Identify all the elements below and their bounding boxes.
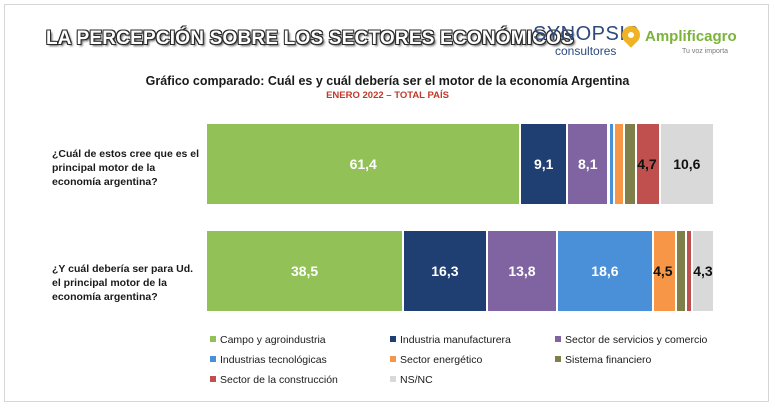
synopsis-logo-sub: consultores xyxy=(555,44,617,58)
legend-item: Industrias tecnológicas xyxy=(210,354,327,366)
legend-label: Sistema financiero xyxy=(565,354,652,366)
question-label-desired: ¿Y cuál debería ser para Ud. el principa… xyxy=(52,263,194,303)
bar-segment xyxy=(624,124,635,204)
synopsis-logo: SYNOPSIS consultores xyxy=(533,24,639,58)
legend-label: Industria manufacturera xyxy=(400,334,511,346)
bar-segment: 16,3 xyxy=(404,231,486,311)
legend-label: Sector de servicios y comercio xyxy=(565,334,708,346)
synopsis-logo-name: SYNOPSIS xyxy=(533,23,640,45)
legend-swatch xyxy=(210,376,216,383)
data-label: 9,1 xyxy=(533,156,554,172)
bar-segment: 13,8 xyxy=(487,231,557,311)
stacked-bar-desired: 38,5 16,3 13,8 18,6 4,5 4,3 xyxy=(207,231,715,311)
legend-swatch xyxy=(390,356,396,363)
legend-item: NS/NC xyxy=(390,374,433,386)
page-banner: LA PERCEPCIÓN SOBRE LOS SECTORES ECONÓMI… xyxy=(46,28,575,49)
question-label-current: ¿Cuál de estos cree que es el principal … xyxy=(52,148,200,188)
data-label: 4,5 xyxy=(653,263,673,279)
legend-item: Sistema financiero xyxy=(555,354,651,366)
chart-title: Gráfico comparado: Cuál es y cuál deberí… xyxy=(145,74,630,88)
bar-segment: 4,3 xyxy=(692,231,713,311)
data-label: 61,4 xyxy=(349,156,377,172)
bar-segment: 8,1 xyxy=(568,124,608,204)
legend-item: Sector de la construcción xyxy=(210,374,338,386)
legend-item: Sector de servicios y comercio xyxy=(555,334,707,346)
bar-segment: 18,6 xyxy=(558,231,652,311)
amplificagro-logo-tag: Tu voz importa xyxy=(682,48,729,55)
data-label: 13,8 xyxy=(508,263,536,279)
legend-swatch xyxy=(390,336,396,343)
data-label: 4,3 xyxy=(693,263,713,279)
legend-swatch xyxy=(555,356,561,363)
legend-item: Sector energético xyxy=(390,354,482,366)
data-label: 16,3 xyxy=(431,263,459,279)
bar-segment: 61,4 xyxy=(207,124,520,204)
bar-segment xyxy=(609,124,613,204)
bar-segment: 9,1 xyxy=(521,124,567,204)
bar-segment: 4,7 xyxy=(636,124,659,204)
legend-swatch xyxy=(555,336,561,343)
bar-segment xyxy=(614,124,623,204)
chart-subtitle: ENERO 2022 – TOTAL PAÍS xyxy=(326,90,449,101)
legend-swatch xyxy=(390,376,396,383)
data-label: 38,5 xyxy=(290,263,319,279)
bar-segment: 4,5 xyxy=(653,231,675,311)
bar-segment xyxy=(686,231,691,311)
legend-label: Industrias tecnológicas xyxy=(220,354,327,366)
bar-segment: 38,5 xyxy=(207,231,403,311)
data-label: 4,7 xyxy=(637,156,657,172)
legend-label: Sector energético xyxy=(400,354,483,366)
legend-label: Campo y agroindustria xyxy=(220,334,326,346)
legend-item: Campo y agroindustria xyxy=(210,334,326,346)
amplificagro-logo-name: Amplificagro xyxy=(645,28,737,45)
legend-swatch xyxy=(210,336,216,343)
legend-label: Sector de la construcción xyxy=(220,374,338,386)
bar-segment: 10,6 xyxy=(660,124,713,204)
bar-segment xyxy=(676,231,685,311)
legend-item: Industria manufacturera xyxy=(390,334,511,346)
legend-swatch xyxy=(210,356,216,363)
stacked-bar-current: 61,4 9,1 8,1 4,7 10,6 xyxy=(207,124,715,204)
data-label: 18,6 xyxy=(591,263,619,279)
data-label: 8,1 xyxy=(578,156,598,172)
legend-label: NS/NC xyxy=(400,374,433,386)
data-label: 10,6 xyxy=(673,156,701,172)
